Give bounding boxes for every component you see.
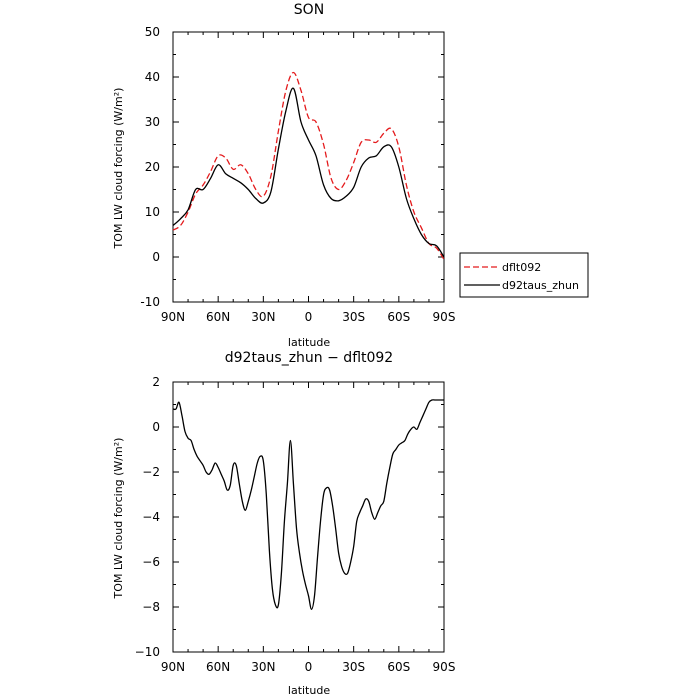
x-tick-label: 90N [161,660,185,674]
bottom-chart-title: d92taus_zhun − dflt092 [225,350,393,366]
plot-frame [172,381,445,653]
y-tick-label: 40 [145,70,160,84]
series-line-d92taus-zhun [172,87,445,258]
x-tick-label: 30N [251,310,275,324]
x-tick-label: 0 [305,310,313,324]
series-line-dflt092 [172,71,445,260]
y-tick-label: 10 [145,205,160,219]
y-tick-label: −4 [142,510,160,524]
y-tick-label: −8 [142,600,160,614]
legend-box [459,252,589,298]
x-tick-label: 90S [433,310,456,324]
y-tick-label: −2 [142,465,160,479]
x-tick-label: 30S [342,660,365,674]
top-x-axis-label: latitude [288,336,330,349]
y-tick-label: -10 [140,295,160,309]
bottom-x-axis-label: latitude [288,684,330,697]
x-tick-label: 90N [161,310,185,324]
bottom-y-axis-label: TOM LW cloud forcing (W/m²) [112,438,125,600]
y-tick-label: −6 [142,555,160,569]
top-y-axis-label: TOM LW cloud forcing (W/m²) [112,88,125,250]
x-tick-label: 30S [342,310,365,324]
y-tick-label: 30 [145,115,160,129]
legend-label-d92taus-zhun: d92taus_zhun [502,279,579,292]
x-tick-label: 60S [387,310,410,324]
top-chart-title: SON [294,2,324,18]
y-tick-label: 0 [152,420,160,434]
y-tick-label: 2 [152,375,160,389]
y-tick-label: 20 [145,160,160,174]
x-tick-label: 60S [387,660,410,674]
x-tick-label: 60N [206,310,230,324]
y-tick-label: 50 [145,25,160,39]
y-tick-label: 0 [152,250,160,264]
x-tick-label: 30N [251,660,275,674]
x-tick-label: 60N [206,660,230,674]
x-tick-label: 90S [433,660,456,674]
top-legend: dflt092 d92taus_zhun [459,252,589,298]
x-tick-label: 0 [305,660,313,674]
series-line-difference [172,399,444,610]
bottom-panel: d92taus_zhun − dflt092 latitude TOM LW c… [112,350,455,697]
y-tick-label: −10 [135,645,160,659]
legend-label-dflt092: dflt092 [502,261,541,274]
top-panel: SON latitude TOM LW cloud forcing (W/m²)… [112,2,589,349]
